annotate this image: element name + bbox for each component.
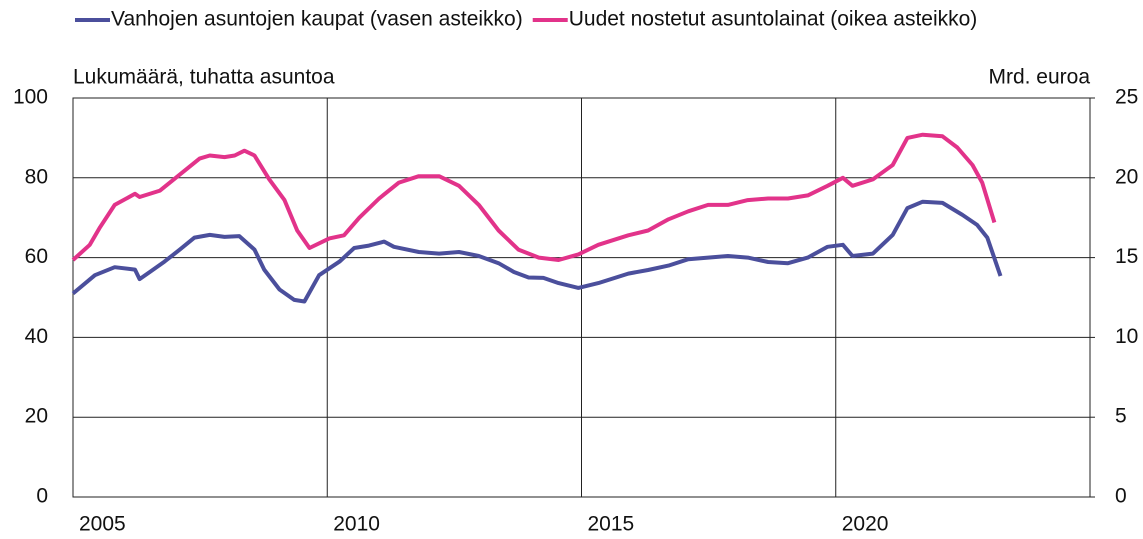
plot-frame xyxy=(72,97,1091,498)
y2-tick-label: 0 xyxy=(1115,485,1127,508)
y-tick-label: 20 xyxy=(25,405,48,428)
y2-tick-label: 20 xyxy=(1115,165,1138,188)
y-tick-label: 0 xyxy=(36,485,48,508)
series-line xyxy=(71,199,1003,304)
series-line xyxy=(71,132,997,262)
x-tick-label: 2020 xyxy=(842,513,889,536)
y2-tick-label: 15 xyxy=(1115,245,1138,268)
y2-tick-label: 10 xyxy=(1115,325,1138,348)
x-tick-label: 2005 xyxy=(79,513,126,536)
y2-tick-label: 25 xyxy=(1115,86,1138,109)
legend-label: Uudet nostetut asuntolainat (oikea astei… xyxy=(569,8,978,31)
y-axis-label: Lukumäärä, tuhatta asuntoa xyxy=(73,66,335,89)
y2-tick-label: 5 xyxy=(1115,405,1127,428)
y-tick-label: 100 xyxy=(13,86,48,109)
y-tick-label: 80 xyxy=(25,165,48,188)
y-tick-label: 60 xyxy=(25,245,48,268)
y2-axis-label: Mrd. euroa xyxy=(988,66,1090,89)
legend-label: Vanhojen asuntojen kaupat (vasen asteikk… xyxy=(111,8,523,31)
x-tick-label: 2010 xyxy=(333,513,380,536)
y-tick-label: 40 xyxy=(25,325,48,348)
x-tick-label: 2015 xyxy=(588,513,635,536)
